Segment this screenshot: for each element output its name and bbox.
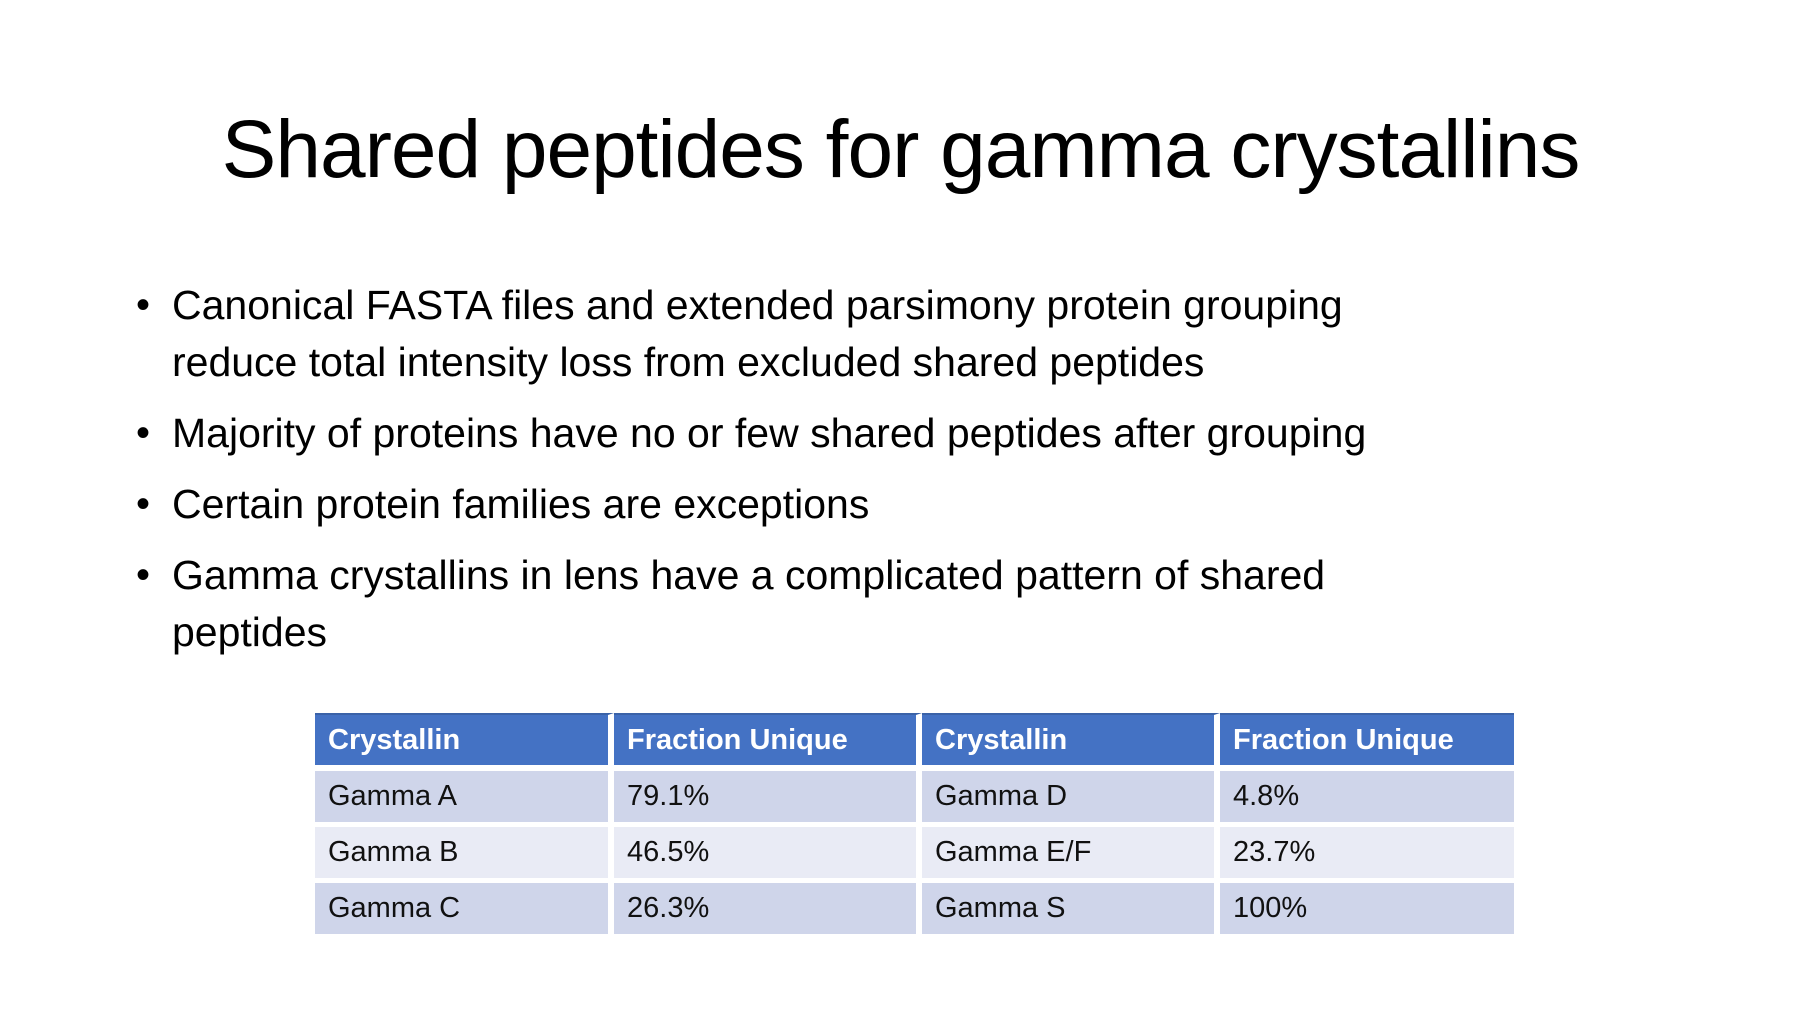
bullet-item: • Majority of proteins have no or few sh… xyxy=(136,405,1666,462)
table-cell: 100% xyxy=(1220,878,1514,934)
table-row: Gamma B 46.5% Gamma E/F 23.7% xyxy=(315,822,1514,878)
table-cell: 23.7% xyxy=(1220,822,1514,878)
bullet-line: Canonical FASTA files and extended parsi… xyxy=(172,282,1343,328)
table-cell: 46.5% xyxy=(614,822,922,878)
bullet-icon: • xyxy=(136,411,151,455)
table-cell: 4.8% xyxy=(1220,765,1514,822)
bullet-icon: • xyxy=(136,553,151,597)
table-header-cell: Fraction Unique xyxy=(614,713,922,765)
bullet-line: Gamma crystallins in lens have a complic… xyxy=(172,552,1326,598)
bullet-item: • Canonical FASTA files and extended par… xyxy=(136,277,1666,391)
table-cell: Gamma D xyxy=(922,765,1220,822)
bullet-text: Certain protein families are exceptions xyxy=(172,476,1666,533)
bullet-line: Majority of proteins have no or few shar… xyxy=(172,410,1367,456)
table-header-cell: Fraction Unique xyxy=(1220,713,1514,765)
bullet-item: • Gamma crystallins in lens have a compl… xyxy=(136,547,1666,661)
page-title: Shared peptides for gamma crystallins xyxy=(221,104,1581,195)
bullet-line: peptides xyxy=(172,609,328,655)
bullet-item: • Certain protein families are exception… xyxy=(136,476,1666,533)
table-cell: Gamma S xyxy=(922,878,1220,934)
table-row: Gamma C 26.3% Gamma S 100% xyxy=(315,878,1514,934)
bullet-text: Gamma crystallins in lens have a complic… xyxy=(172,547,1666,661)
table-header-cell: Crystallin xyxy=(315,713,614,765)
table-cell: Gamma E/F xyxy=(922,822,1220,878)
table-cell: Gamma A xyxy=(315,765,614,822)
table-header-row: Crystallin Fraction Unique Crystallin Fr… xyxy=(315,713,1514,765)
table-header-cell: Crystallin xyxy=(922,713,1220,765)
crystallin-table: Crystallin Fraction Unique Crystallin Fr… xyxy=(315,713,1514,934)
bullet-line: Certain protein families are exceptions xyxy=(172,481,870,527)
bullet-line: reduce total intensity loss from exclude… xyxy=(172,339,1205,385)
bullet-icon: • xyxy=(136,283,151,327)
bullet-text: Majority of proteins have no or few shar… xyxy=(172,405,1666,462)
table-row: Gamma A 79.1% Gamma D 4.8% xyxy=(315,765,1514,822)
table-cell: Gamma B xyxy=(315,822,614,878)
table-cell: 26.3% xyxy=(614,878,922,934)
table-cell: Gamma C xyxy=(315,878,614,934)
bullet-text: Canonical FASTA files and extended parsi… xyxy=(172,277,1666,391)
bullet-icon: • xyxy=(136,482,151,526)
table-cell: 79.1% xyxy=(614,765,922,822)
bullet-list: • Canonical FASTA files and extended par… xyxy=(136,277,1666,675)
